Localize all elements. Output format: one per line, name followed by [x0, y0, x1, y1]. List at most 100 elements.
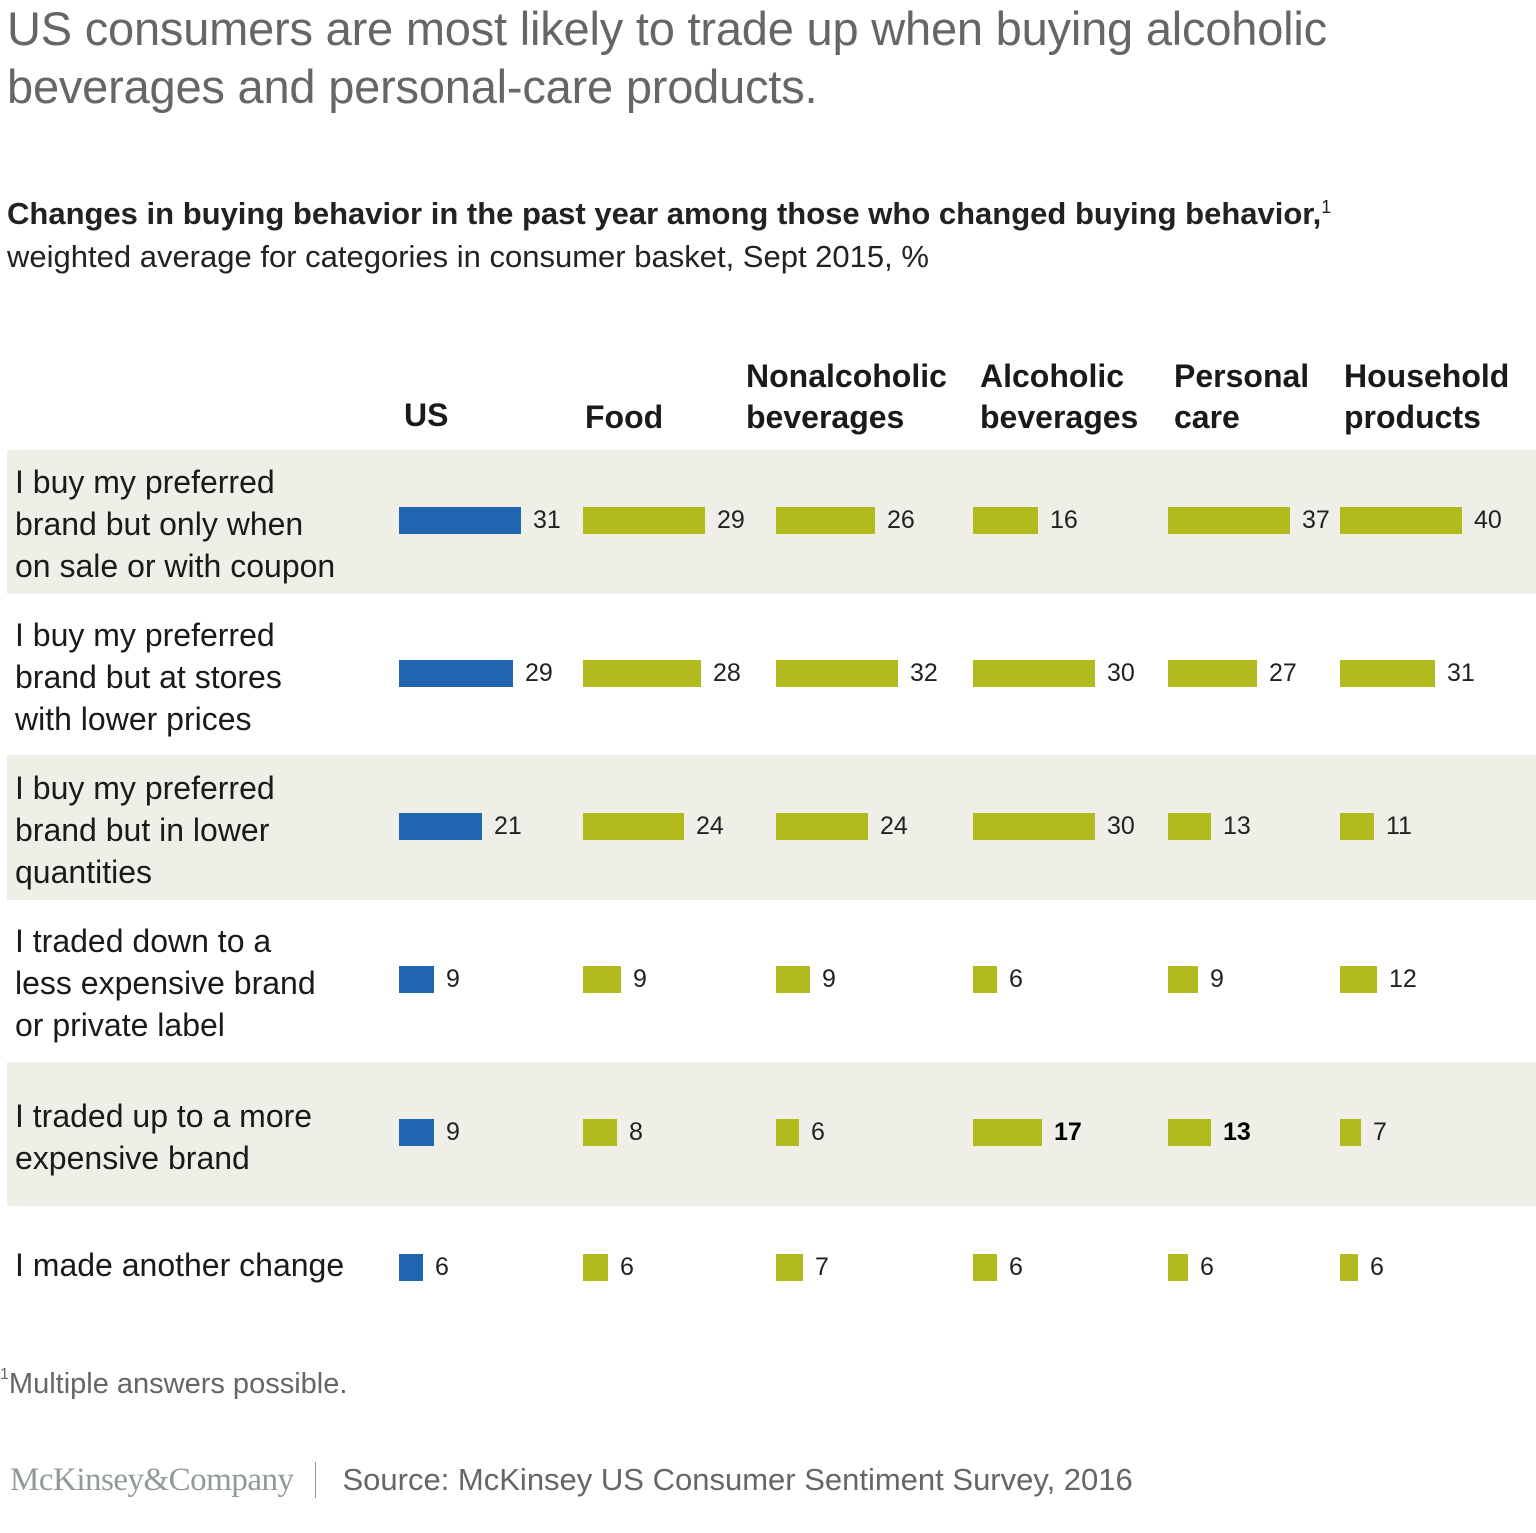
bar — [1340, 1254, 1358, 1281]
column-header-line2: US — [404, 397, 449, 433]
column-header-line2: products — [1344, 399, 1481, 435]
data-label: 21 — [494, 812, 522, 840]
footer: McKinsey&Company Source: McKinsey US Con… — [10, 1458, 1133, 1502]
footer-divider — [315, 1462, 317, 1498]
column-header: Personal care — [1174, 356, 1309, 438]
row-label-line: quantities — [15, 854, 152, 890]
row-label: I traded up to a more expensive brand — [15, 1095, 385, 1179]
column-header-line1: Alcoholic — [980, 358, 1125, 394]
bar — [1340, 966, 1377, 993]
row-label: I buy my preferred brand but in lower quan… — [15, 767, 385, 893]
bar — [776, 660, 898, 687]
column-header: Household products — [1344, 356, 1509, 438]
chart-subtitle: Changes in buying behavior in the past y… — [7, 192, 1536, 278]
data-label: 6 — [811, 1118, 825, 1146]
data-label: 31 — [533, 506, 561, 534]
column-header-line1 — [585, 356, 663, 397]
bar — [1340, 1119, 1361, 1146]
bar — [583, 507, 705, 534]
row-label-line: brand but at stores — [15, 659, 282, 695]
bar — [1340, 660, 1435, 687]
column-header: Alcoholic beverages — [980, 356, 1138, 438]
data-label: 13 — [1223, 812, 1251, 840]
bar — [399, 966, 434, 993]
column-header-line1: Nonalcoholic — [746, 358, 947, 394]
subtitle-rest: weighted average for categories in consu… — [7, 239, 929, 274]
row-label-line: or private label — [15, 1007, 225, 1043]
data-label: 30 — [1107, 659, 1135, 687]
row-label: I traded down to a less expensive brand or… — [15, 920, 385, 1046]
data-label: 29 — [525, 659, 553, 687]
bar — [1168, 966, 1198, 993]
bar — [973, 1254, 997, 1281]
bar — [776, 966, 810, 993]
data-label: 6 — [1009, 1253, 1023, 1281]
row-label: I made another change — [15, 1244, 385, 1286]
data-label: 17 — [1054, 1118, 1082, 1146]
bar — [399, 1254, 423, 1281]
bar — [1340, 813, 1374, 840]
row-label-line: expensive brand — [15, 1140, 250, 1176]
column-header: US — [404, 354, 448, 436]
data-label: 29 — [717, 506, 745, 534]
row-label: I buy my preferred brand but only when on … — [15, 461, 385, 587]
bar — [1340, 507, 1462, 534]
bar — [973, 507, 1038, 534]
bar — [973, 1119, 1042, 1146]
data-label: 9 — [633, 965, 647, 993]
row-label-line: I buy my preferred — [15, 770, 275, 806]
bar — [973, 813, 1095, 840]
data-label: 11 — [1386, 812, 1412, 840]
source-text: Source: McKinsey US Consumer Sentiment S… — [342, 1462, 1133, 1497]
footnote-ref: 1 — [1321, 197, 1332, 217]
data-label: 8 — [629, 1118, 643, 1146]
data-label: 30 — [1107, 812, 1135, 840]
column-header-line1: Household — [1344, 358, 1510, 394]
data-label: 6 — [1370, 1253, 1384, 1281]
data-label: 6 — [435, 1253, 449, 1281]
bar — [583, 1254, 608, 1281]
row-label-line: on sale or with coupon — [15, 548, 336, 584]
data-label: 13 — [1223, 1118, 1251, 1146]
footnote-text: Multiple answers possible. — [8, 1368, 348, 1400]
bar — [1168, 813, 1211, 840]
row-label-line: brand but in lower — [15, 812, 270, 848]
table-row — [7, 755, 1536, 900]
data-label: 27 — [1269, 659, 1297, 687]
bar — [583, 660, 701, 687]
data-label: 6 — [620, 1253, 634, 1281]
data-label: 9 — [822, 965, 836, 993]
bar — [776, 1254, 803, 1281]
row-label-line: I buy my preferred — [15, 617, 275, 653]
data-label: 9 — [446, 965, 460, 993]
bar — [776, 1119, 799, 1146]
bar — [399, 507, 521, 534]
subtitle-bold: Changes in buying behavior in the past y… — [7, 196, 1322, 231]
data-label: 9 — [446, 1118, 460, 1146]
table-row — [7, 1062, 1536, 1206]
column-header-line2: beverages — [746, 399, 905, 435]
data-label: 28 — [713, 659, 741, 687]
bar — [583, 813, 684, 840]
bar — [1168, 660, 1257, 687]
data-label: 26 — [887, 506, 915, 534]
bar — [399, 1119, 434, 1146]
data-label: 6 — [1009, 965, 1023, 993]
row-label-line: I buy my preferred — [15, 464, 275, 500]
data-label: 37 — [1302, 506, 1330, 534]
data-label: 24 — [696, 812, 724, 840]
data-label: 9 — [1210, 965, 1224, 993]
data-label: 40 — [1474, 506, 1502, 534]
footnote: 1Multiple answers possible. — [0, 1366, 348, 1401]
row-label-line: I made another change — [15, 1247, 345, 1283]
bar — [776, 813, 868, 840]
bar — [1168, 507, 1290, 534]
bar — [973, 966, 997, 993]
data-label: 12 — [1389, 965, 1417, 993]
row-label-line: I traded down to a — [15, 923, 272, 959]
data-label: 24 — [880, 812, 908, 840]
footnote-marker: 1 — [0, 1366, 9, 1383]
row-label-line: brand but only when — [15, 506, 304, 542]
column-header: Nonalcoholic beverages — [746, 356, 947, 438]
chart-title: US consumers are most likely to trade up… — [7, 2, 1327, 113]
